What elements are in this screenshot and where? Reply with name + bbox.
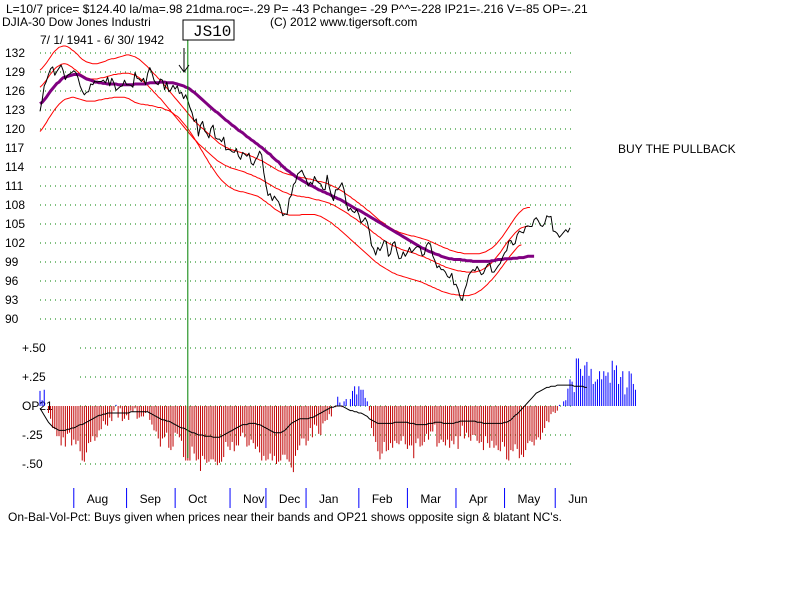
month-label: Apr <box>469 492 488 506</box>
op21-tick-label: OP21 <box>22 399 53 413</box>
op21-ma-line <box>39 384 587 438</box>
month-label: Mar <box>420 492 441 506</box>
op21-tick-label: +.50 <box>22 341 46 355</box>
price-tick-label: 120 <box>5 122 25 136</box>
price-gridlines <box>40 52 572 320</box>
price-tick-label: 90 <box>5 312 19 326</box>
signal-label: JS10 <box>193 23 231 41</box>
month-label: Jun <box>568 492 587 506</box>
index-name: DJIA-30 Dow Jones Industri <box>2 15 151 29</box>
price-tick-label: 129 <box>5 65 25 79</box>
op21-tick-label: -.25 <box>22 428 43 442</box>
price-tick-label: 111 <box>5 179 24 193</box>
month-label: Feb <box>372 492 393 506</box>
price-tick-label: 123 <box>5 103 25 117</box>
op21-ma <box>39 384 587 438</box>
price-series <box>39 45 571 302</box>
price-tick-label: 96 <box>5 274 19 288</box>
middle-band-line <box>39 63 528 273</box>
month-label: Sep <box>140 492 162 506</box>
copyright: (C) 2012 www.tigersoft.com <box>270 15 417 29</box>
price-tick-label: 108 <box>5 198 25 212</box>
op21-axis-ticks: +.50 +.25 OP21 -.25 -.50 <box>22 341 53 471</box>
lower-band-line <box>39 96 522 297</box>
price-tick-label: 105 <box>5 217 25 231</box>
month-label: Nov <box>243 492 264 506</box>
month-label: Oct <box>188 492 207 506</box>
price-tick-label: 126 <box>5 84 25 98</box>
price-tick-label: 102 <box>5 236 25 250</box>
signal-arrow <box>178 48 190 73</box>
month-axis: Aug Sep Oct Nov Dec Jan Feb Mar Apr May Jun <box>73 488 588 508</box>
signal-label-box <box>182 19 235 41</box>
op21-tick-label: -.50 <box>22 457 43 471</box>
price-tick-label: 99 <box>5 255 19 269</box>
month-label: Jan <box>319 492 338 506</box>
buy-annotation: BUY THE PULLBACK <box>618 142 736 156</box>
upper-band-line <box>39 45 530 255</box>
month-label: May <box>518 492 541 506</box>
op21-bars <box>39 358 636 473</box>
stats-line: L=10/7 price= $124.40 la/ma=.98 21dma.ro… <box>6 2 588 16</box>
date-range: 7/ 1/ 1941 - 6/ 30/ 1942 <box>40 33 164 47</box>
op21-tick-label: +.25 <box>22 370 46 384</box>
month-label: Aug <box>87 492 108 506</box>
price-tick-label: 93 <box>5 293 19 307</box>
price-line <box>39 64 571 302</box>
month-label: Dec <box>279 492 300 506</box>
footer-note: On-Bal-Vol-Pct: Buys given when prices n… <box>8 510 562 524</box>
price-axis-ticks: 132 129 126 123 120 117 114 111 108 105 102 99 96 93 9… <box>5 46 25 326</box>
moving-average-line <box>39 73 535 263</box>
price-tick-label: 132 <box>5 46 25 60</box>
price-tick-label: 117 <box>5 141 24 155</box>
price-tick-label: 114 <box>5 160 24 174</box>
